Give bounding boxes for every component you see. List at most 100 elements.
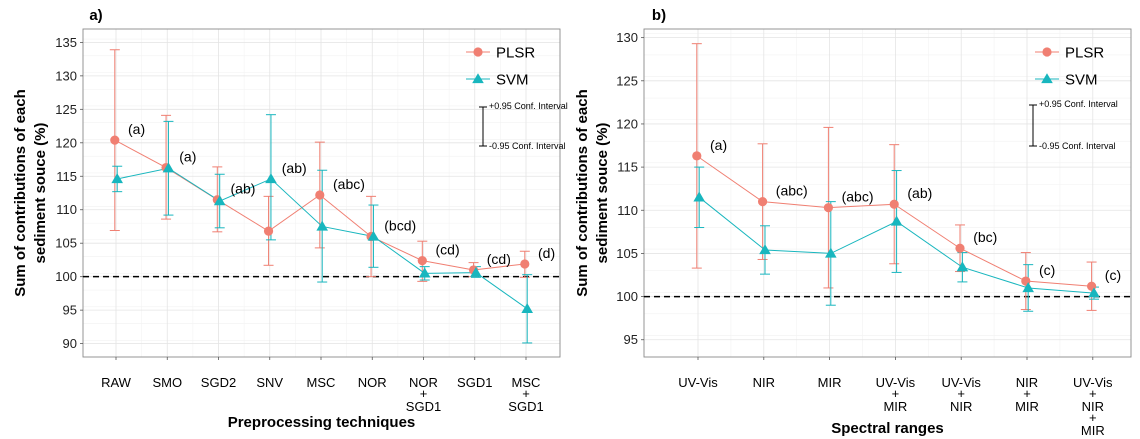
x-tick-label-line: SGD1 <box>406 399 441 414</box>
y-tick-label: 115 <box>56 169 77 184</box>
y-tick-label: 120 <box>55 135 77 150</box>
y-tick-label: 130 <box>616 30 638 45</box>
x-tick-label-line: NOR <box>409 375 438 390</box>
group-letter: (ab) <box>282 160 307 176</box>
x-tick-label-line: UV-Vis <box>1073 375 1113 390</box>
x-axis-title: Spectral ranges <box>831 420 944 437</box>
group-letter: (cd) <box>487 251 511 267</box>
data-point-svm <box>956 261 969 272</box>
y-tick-label: 125 <box>55 102 77 117</box>
data-point-svm <box>825 247 837 258</box>
x-tick-label: MSC + SGD1 <box>508 375 543 414</box>
group-letter: (bc) <box>973 229 997 245</box>
x-tick-label: NIR + MIR <box>1015 375 1039 414</box>
x-tick-label: UV-Vis + NIR + MIR <box>1073 375 1113 438</box>
x-tick-label-line: + <box>522 386 530 401</box>
x-tick-label-line: + <box>957 386 965 401</box>
y-tick-label: 100 <box>616 289 638 304</box>
group-letter: (cd) <box>436 242 460 258</box>
data-point-plsr <box>110 135 120 145</box>
group-letter: (ab) <box>907 185 932 201</box>
x-tick-label-line: + <box>1089 386 1097 401</box>
group-letter: (c) <box>1105 267 1121 283</box>
x-tick-label-line: + <box>1023 386 1031 401</box>
x-tick-label-line: SNV <box>256 375 283 390</box>
data-point-plsr <box>758 197 768 207</box>
y-axis-title: Sum of contributions of each <box>12 89 29 297</box>
data-point-svm <box>693 191 705 202</box>
x-tick-label-line: SGD1 <box>457 375 492 390</box>
data-point-svm <box>418 267 431 278</box>
y-axis-title: sediment souce (%) <box>32 123 49 264</box>
y-tick-label: 115 <box>617 160 638 175</box>
y-tick-label: 90 <box>63 336 77 351</box>
legend-label-svm: SVM <box>1065 72 1098 89</box>
legend-label-plsr: PLSR <box>496 45 535 62</box>
y-tick-label: 105 <box>616 246 638 261</box>
data-point-svm <box>1088 287 1100 298</box>
x-tick-label: NOR <box>358 375 387 390</box>
legend-marker-svm <box>472 73 484 84</box>
legend-marker-svm <box>1041 73 1053 84</box>
x-tick-label-line: NIR <box>1082 399 1104 414</box>
x-tick-label-line: + <box>420 386 428 401</box>
plot-border <box>643 28 1132 358</box>
x-tick-label-line: UV-Vis <box>941 375 981 390</box>
y-tick-label: 105 <box>55 236 77 251</box>
panel-letter: a) <box>89 7 102 24</box>
group-letter: (c) <box>1039 262 1055 278</box>
y-axis-title: Sum of contributions of each <box>574 89 591 297</box>
x-tick-label-line: MIR <box>1081 423 1105 438</box>
panel-letter: b) <box>652 7 666 24</box>
data-point-svm <box>367 230 380 241</box>
group-letter: (abc) <box>776 183 808 199</box>
x-tick-label: MSC <box>307 375 336 390</box>
data-point-plsr <box>955 243 965 253</box>
legend-ci-lower-text: -0.95 Conf. Interval <box>489 141 566 151</box>
group-letter: (abc) <box>333 176 365 192</box>
data-point-svm <box>890 215 903 226</box>
legend-ci-lower-text: -0.95 Conf. Interval <box>1039 141 1116 151</box>
y-tick-label: 100 <box>55 269 77 284</box>
x-tick-label-line: UV-Vis <box>678 375 718 390</box>
group-letter: (abc) <box>842 189 874 205</box>
group-letter: (ab) <box>231 181 256 197</box>
data-point-plsr <box>315 190 325 200</box>
plot-border <box>82 28 561 358</box>
legend-label-plsr: PLSR <box>1065 45 1104 62</box>
legend-marker-plsr <box>1042 47 1052 57</box>
group-letter: (d) <box>538 245 555 261</box>
data-point-svm <box>1022 282 1034 293</box>
group-letter: (a) <box>179 149 196 165</box>
data-point-svm <box>213 195 226 206</box>
x-tick-label-line: NIR <box>753 375 775 390</box>
data-point-svm <box>316 220 328 231</box>
data-point-plsr <box>889 199 899 209</box>
x-tick-label-line: NIR <box>1016 375 1038 390</box>
y-tick-label: 135 <box>55 35 77 50</box>
group-letter: (a) <box>128 121 145 137</box>
data-point-svm <box>470 266 482 277</box>
legend: PLSR SVM +0.95 Conf. Interval -0.95 Conf. I… <box>1029 45 1118 151</box>
y-tick-label: 130 <box>55 68 77 83</box>
x-tick-label-line: SGD1 <box>508 399 543 414</box>
y-axis-title: sediment souce (%) <box>594 123 611 264</box>
legend-ci-upper-text: +0.95 Conf. Interval <box>1039 99 1118 109</box>
x-tick-label: SMO <box>152 375 182 390</box>
y-tick-label: 95 <box>63 303 77 318</box>
data-point-plsr <box>520 259 530 269</box>
y-tick-label: 95 <box>624 332 638 347</box>
x-tick-label-line: NOR <box>358 375 387 390</box>
x-tick-label-line: MIR <box>883 399 907 414</box>
x-tick-label-line: SGD2 <box>201 375 236 390</box>
data-point-svm <box>162 162 175 173</box>
x-tick-label: UV-Vis + NIR <box>941 375 981 414</box>
y-tick-label: 120 <box>616 116 638 131</box>
x-tick-label: MIR <box>818 375 842 390</box>
x-tick-label-line: RAW <box>101 375 132 390</box>
x-tick-label-line: NIR <box>950 399 972 414</box>
x-tick-label-line: + <box>892 386 900 401</box>
